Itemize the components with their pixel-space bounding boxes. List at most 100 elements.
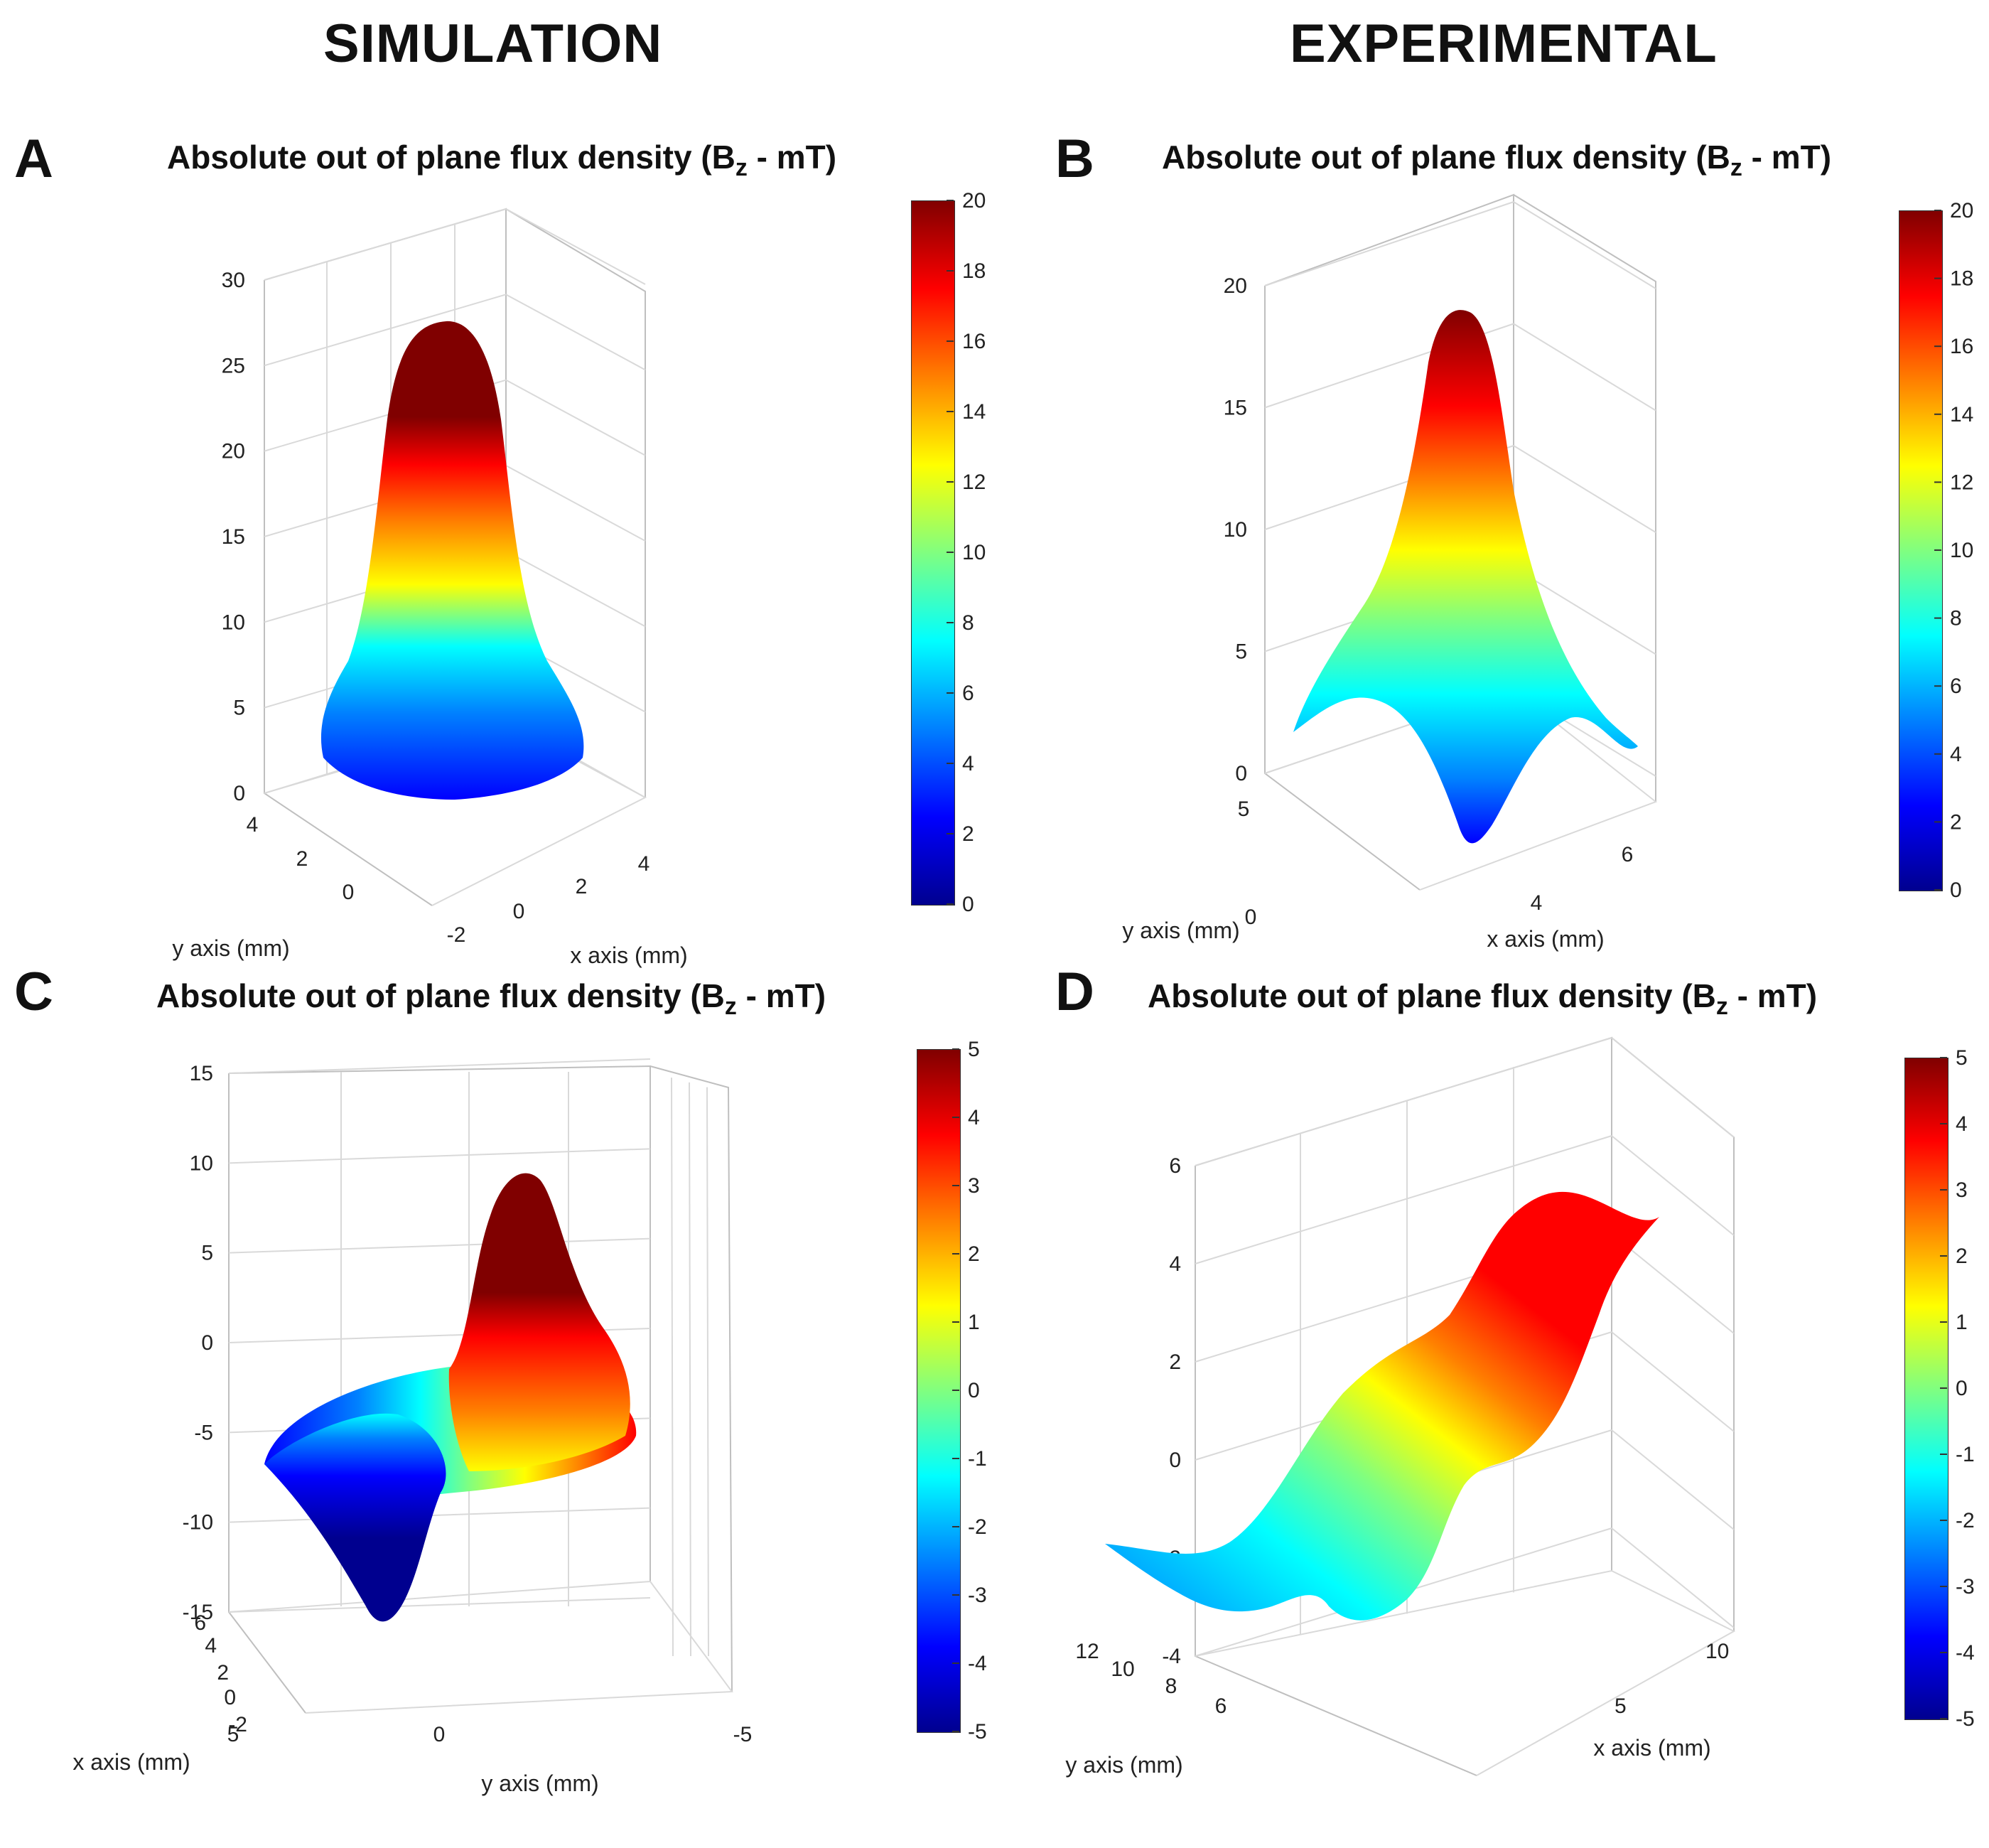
z-tick-label: -10 [183, 1511, 213, 1535]
surface-peak [448, 1173, 630, 1471]
colorbar-tick-label: -3 [968, 1584, 987, 1607]
colorbar-tick-label: 18 [962, 259, 986, 283]
colorbar-tick-label: 8 [962, 611, 974, 635]
grid-line [1611, 1527, 1735, 1628]
grid-line [228, 1597, 651, 1613]
x-tick-label: 6 [1622, 843, 1634, 866]
x-axis-label: x axis (mm) [72, 1749, 190, 1775]
y-tick-label: 5 [227, 1723, 239, 1746]
z-tick-label: 15 [190, 1062, 213, 1085]
panel-letter: C [14, 962, 53, 1022]
y-axis-label: y axis (mm) [1122, 918, 1239, 943]
y-tick-label: 2 [296, 847, 308, 871]
grid-line [505, 465, 646, 542]
grid-line [671, 1078, 674, 1657]
colorbar-tick-label: 2 [1956, 1245, 1968, 1268]
z-tick-label: 30 [222, 269, 245, 292]
title-tail: - mT) [747, 139, 837, 176]
grid-line [1611, 1233, 1735, 1334]
z-tick-label: 0 [1235, 762, 1247, 785]
surface-trough [264, 1413, 446, 1622]
panel-d: D Absolute out of plane flux density (Bz… [995, 945, 1989, 1848]
z-tick-label: -4 [1162, 1645, 1181, 1668]
title-tail: - mT) [1727, 977, 1818, 1014]
panel-title: Absolute out of plane flux density (Bz -… [156, 977, 826, 1021]
panel-c: C Absolute out of plane flux density (Bz… [0, 945, 994, 1848]
y-tick-label: 0 [1245, 906, 1257, 929]
z-tick-label: 10 [190, 1151, 213, 1175]
colorbar-tick-label: 3 [968, 1174, 980, 1198]
surface-peak [320, 321, 584, 800]
y-axis-label: y axis (mm) [172, 935, 289, 961]
grid-line [1611, 1429, 1735, 1530]
colorbar-tick-label: -4 [1956, 1641, 1975, 1665]
grid-line [1611, 1037, 1735, 1138]
z-tick-label: 10 [222, 611, 245, 634]
y-axis-label: y axis (mm) [1065, 1752, 1182, 1778]
surface-plot: 0 5 10 15 20 5 0 4 6 y axis (mm) x axis (mm) [1122, 193, 1658, 952]
y-tick-label: 4 [247, 813, 259, 837]
x-tick-label: 0 [224, 1686, 236, 1709]
title-subscript: z [724, 993, 737, 1021]
colorbar-ticks: 5 4 3 2 1 0 -1 -2 -3 -4 -5 [952, 1038, 987, 1744]
surface-ridge [1105, 1191, 1659, 1621]
colorbar-tick-label: 1 [1956, 1311, 1968, 1334]
colorbar-tick-label: 6 [1950, 675, 1962, 698]
z-tick-label: -5 [194, 1421, 213, 1444]
grid-line [264, 294, 507, 367]
heading-simulation: SIMULATION [323, 14, 663, 74]
grid-line [1513, 445, 1656, 533]
grid-line [1513, 201, 1656, 289]
colorbar-tick-label: -1 [968, 1447, 987, 1471]
grid-line [505, 550, 646, 628]
colorbar-tick-label: 2 [1950, 810, 1962, 834]
x-tick-label: 4 [638, 852, 650, 876]
colorbar-tick-label: 20 [1950, 199, 1973, 222]
z-tick-label: 20 [222, 440, 245, 463]
grid-line [505, 294, 646, 371]
z-tick-label: 15 [222, 525, 245, 549]
surface-peak [1293, 310, 1638, 844]
z-tick-label: 6 [1169, 1154, 1181, 1178]
z-tick-label: 25 [222, 354, 245, 377]
colorbar-tick-label: -2 [1956, 1509, 1975, 1532]
colorbar-tick-label: 4 [1956, 1112, 1968, 1136]
grid-line [1611, 1331, 1735, 1432]
y-tick-label: 5 [1238, 797, 1250, 821]
z-tick-label: 10 [1224, 518, 1247, 542]
grid-line [689, 1082, 691, 1657]
colorbar-tick-label: -3 [1956, 1575, 1975, 1599]
grid-line [1264, 201, 1514, 286]
y-tick-label: 0 [343, 881, 355, 904]
y-tick-label: 6 [1215, 1694, 1227, 1718]
colorbar-tick-label: 5 [1956, 1046, 1968, 1070]
x-tick-label: -2 [447, 923, 466, 947]
panel-title: Absolute out of plane flux density (Bz -… [167, 138, 836, 182]
colorbar-tick-label: 8 [1950, 607, 1962, 630]
heading-experimental: EXPERIMENTAL [1290, 14, 1718, 74]
y-tick-label: -5 [733, 1723, 753, 1746]
grid-line [1513, 323, 1656, 412]
z-tick-label: 5 [233, 697, 245, 720]
grid-line [706, 1087, 709, 1657]
colorbar-tick-label: -1 [1956, 1443, 1975, 1466]
colorbar-tick-label: 0 [968, 1379, 980, 1402]
z-tick-label: 2 [1169, 1350, 1181, 1374]
colorbar-tick-label: 5 [968, 1038, 980, 1061]
colorbar-tick-label: -4 [968, 1652, 987, 1675]
y-tick-label: 0 [433, 1723, 446, 1746]
colorbar-tick-label: 10 [962, 541, 986, 564]
title-subscript: z [1715, 993, 1728, 1021]
colorbar-tick-label: 0 [1950, 879, 1962, 902]
colorbar-tick-label: 2 [968, 1242, 980, 1266]
back-wall [649, 1065, 733, 1692]
title-subscript: z [1730, 154, 1742, 182]
floor [228, 1580, 733, 1714]
grid-line [1195, 1135, 1612, 1264]
title-main: Absolute out of plane flux density (B [1162, 139, 1730, 176]
grid-line [264, 208, 507, 281]
colorbar-tick-label: 4 [1950, 743, 1962, 766]
colorbar-tick-label: 16 [962, 330, 986, 353]
